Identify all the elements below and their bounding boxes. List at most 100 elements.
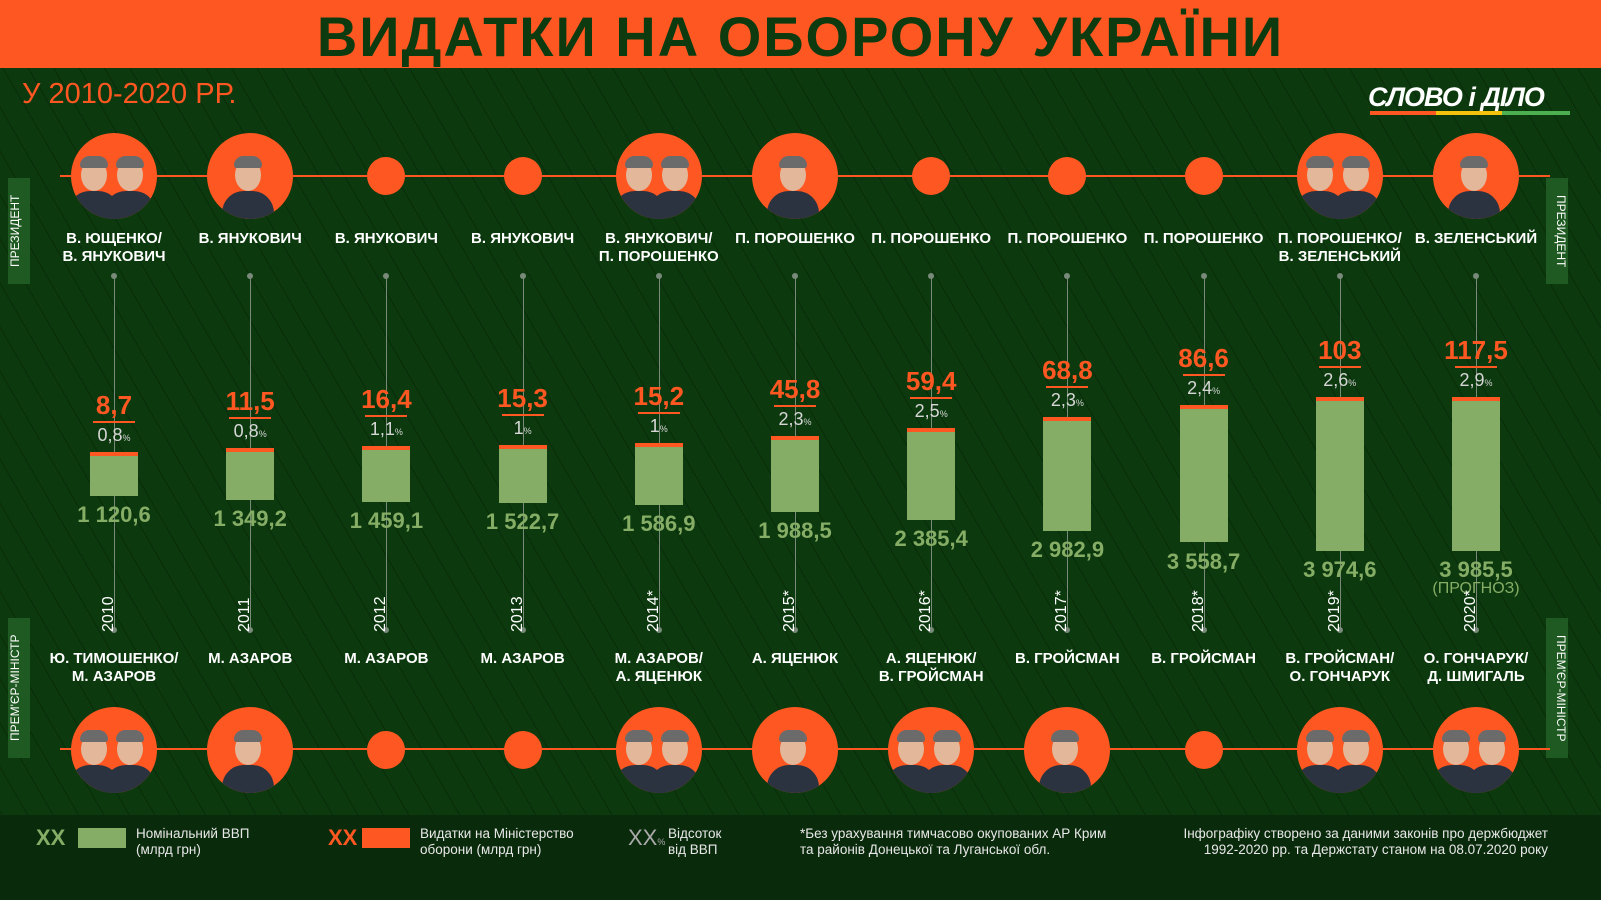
legend-pct-symbol-text: XX (628, 825, 658, 850)
gdp-value: 2 385,4 (894, 525, 968, 551)
pm-photo (752, 707, 838, 793)
pm-photo (615, 707, 702, 793)
gdp-value: 1 522,7 (485, 509, 560, 535)
gdp-bar (907, 428, 956, 520)
gdp-bar (498, 444, 547, 504)
pct-unit: % (803, 416, 812, 427)
person-icon (71, 727, 120, 793)
year-label: 2016* (917, 590, 935, 632)
gdp-bar (634, 443, 683, 505)
gdp-bar (771, 435, 819, 513)
pm-photo (1296, 707, 1383, 793)
year-label: 2014* (644, 590, 662, 632)
defence-value: 15,3 (497, 382, 548, 413)
pct-unit: % (1484, 378, 1493, 389)
pm-photo (71, 707, 157, 793)
pm-name: М. АЗАРОВ (344, 650, 429, 667)
year-label: 2018* (1189, 590, 1207, 632)
pct-value: 2,4% (1187, 378, 1221, 399)
pm-name: М. АЗАРОВ (480, 650, 565, 667)
legend-gdp-swatch (78, 828, 126, 848)
pm-name: М. АЗАРОВ/ А. ЯЦЕНЮК (614, 650, 703, 685)
president-name: В. ЯНУКОВИЧ (471, 230, 575, 247)
defence-value: 86,6 (1178, 343, 1229, 374)
president-photo (1296, 133, 1383, 219)
legend-def-label: Видатки на Міністерство оборони (млрд гр… (420, 826, 574, 857)
president-name: П. ПОРОШЕНКО (735, 230, 855, 247)
pct-value: 1,1% (369, 418, 403, 439)
person-icon (104, 153, 156, 219)
defence-underline (910, 397, 953, 400)
pm-dot (1184, 731, 1223, 769)
pct-unit: % (394, 426, 403, 437)
year-label: 2011 (236, 597, 254, 632)
subtitle: У 2010-2020 РР. (22, 78, 237, 110)
pm-photo (1433, 707, 1519, 793)
footer: XX Номінальний ВВП (млрд грн) XX Видатки… (0, 815, 1601, 900)
gdp-value: 2 982,9 (1030, 537, 1105, 563)
legend-def-symbol: XX (328, 825, 358, 850)
pct-value: 1% (649, 416, 668, 437)
president-dot (912, 157, 951, 195)
gridline-dot-top (928, 273, 935, 279)
pct-value: 0,8% (233, 421, 267, 442)
gdp-value: 3 974,6 (1303, 556, 1377, 582)
gdp-bar (1452, 397, 1500, 551)
president-photo (752, 133, 838, 219)
legend-pct-symbol: XX% (628, 825, 665, 851)
logo: СЛОВО і ДІЛО (1368, 82, 1545, 112)
legend-pct-label: Відсоток від ВВП (668, 826, 722, 857)
side-label-pm-left: ПРЕМ'ЄР-МІНІСТР (8, 618, 30, 758)
gdp-value: 3 985,5 (1439, 556, 1513, 582)
pct-value: 1% (513, 417, 532, 438)
person-icon (921, 727, 974, 793)
person-icon (767, 153, 819, 219)
person-icon (1448, 153, 1500, 219)
gridline-dot-bottom (247, 627, 254, 633)
pm-photo (888, 707, 975, 793)
pm-photo (207, 707, 294, 793)
source-note: Інфографіку створено за даними законів п… (1183, 826, 1548, 857)
pct-unit: % (659, 424, 668, 435)
legend-gdp-label: Номінальний ВВП (млрд грн) (136, 826, 250, 857)
gridline-dot-bottom (792, 627, 798, 633)
gdp-bar (90, 452, 138, 496)
person-icon (1329, 153, 1382, 219)
pct-unit: % (122, 433, 131, 444)
president-dot (1184, 157, 1223, 195)
person-icon (1466, 727, 1518, 793)
person-icon (648, 153, 701, 219)
gdp-value: 1 988,5 (758, 518, 832, 544)
gridline-dot-top (1336, 273, 1343, 279)
president-dot (367, 157, 406, 195)
gridline-dot-top (1200, 273, 1207, 279)
defence-value: 16,4 (361, 383, 412, 414)
header-band (0, 0, 1601, 68)
year-label: 2012 (372, 596, 390, 632)
gdp-value: 1 349,2 (213, 505, 287, 531)
pct-unit: % (1212, 386, 1221, 397)
pct-unit: % (939, 409, 948, 420)
pct-value: 2,3% (1050, 389, 1084, 410)
defence-value: 45,8 (769, 373, 821, 404)
pct-value: 0,8% (97, 425, 131, 446)
gdp-bar (1179, 405, 1228, 543)
gridline-dot-bottom (655, 627, 662, 633)
legend-pct-unit: % (657, 837, 666, 847)
gridline-dot-bottom (928, 627, 935, 633)
president-name: В. ЯНУКОВИЧ (198, 230, 302, 247)
gridline-dot-bottom (1064, 627, 1071, 633)
footnote: *Без урахування тимчасово окупованих АР … (800, 826, 1107, 857)
page-title: ВИДАТКИ НА ОБОРОНУ УКРАЇНИ (316, 5, 1285, 68)
defence-value: 11,5 (225, 386, 275, 417)
gridline-dot-bottom (519, 627, 526, 633)
gridline-dot-bottom (383, 627, 390, 633)
president-photo (207, 133, 294, 219)
defence-underline (637, 412, 680, 415)
pm-name: В. ГРОЙСМАН (1015, 650, 1120, 667)
pm-name: Ю. ТИМОШЕНКО/ М. АЗАРОВ (49, 650, 179, 685)
person-icon (222, 153, 275, 219)
gdp-bar (1315, 397, 1364, 551)
person-icon (767, 727, 819, 793)
gdp-value: 3 558,7 (1166, 548, 1241, 574)
